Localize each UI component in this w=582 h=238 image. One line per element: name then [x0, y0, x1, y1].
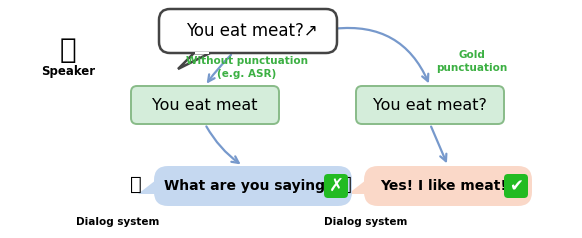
FancyBboxPatch shape [324, 174, 348, 198]
Text: 🤔: 🤔 [60, 36, 76, 64]
Text: Dialog system: Dialog system [324, 217, 407, 227]
Text: What are you saying?: What are you saying? [164, 179, 338, 193]
Text: You eat meat?↗: You eat meat?↗ [186, 22, 318, 40]
Polygon shape [195, 52, 209, 54]
Text: Dialog system: Dialog system [76, 217, 159, 227]
FancyBboxPatch shape [504, 174, 528, 198]
Text: Yes! I like meat!: Yes! I like meat! [380, 179, 512, 193]
Polygon shape [138, 180, 156, 194]
FancyBboxPatch shape [154, 166, 352, 206]
Text: You eat meat?: You eat meat? [373, 98, 487, 113]
Text: ✔: ✔ [509, 177, 523, 195]
Polygon shape [348, 180, 366, 194]
Text: 🤖: 🤖 [340, 174, 352, 193]
Text: Without punctuation
(e.g. ASR): Without punctuation (e.g. ASR) [186, 56, 308, 79]
Text: 🤖: 🤖 [130, 174, 142, 193]
FancyBboxPatch shape [131, 86, 279, 124]
Text: Speaker: Speaker [41, 64, 95, 78]
Polygon shape [178, 53, 210, 69]
FancyBboxPatch shape [364, 166, 532, 206]
FancyBboxPatch shape [356, 86, 504, 124]
FancyBboxPatch shape [159, 9, 337, 53]
Text: Gold
punctuation: Gold punctuation [436, 50, 508, 73]
Text: ✗: ✗ [328, 177, 343, 195]
Text: You eat meat: You eat meat [152, 98, 258, 113]
